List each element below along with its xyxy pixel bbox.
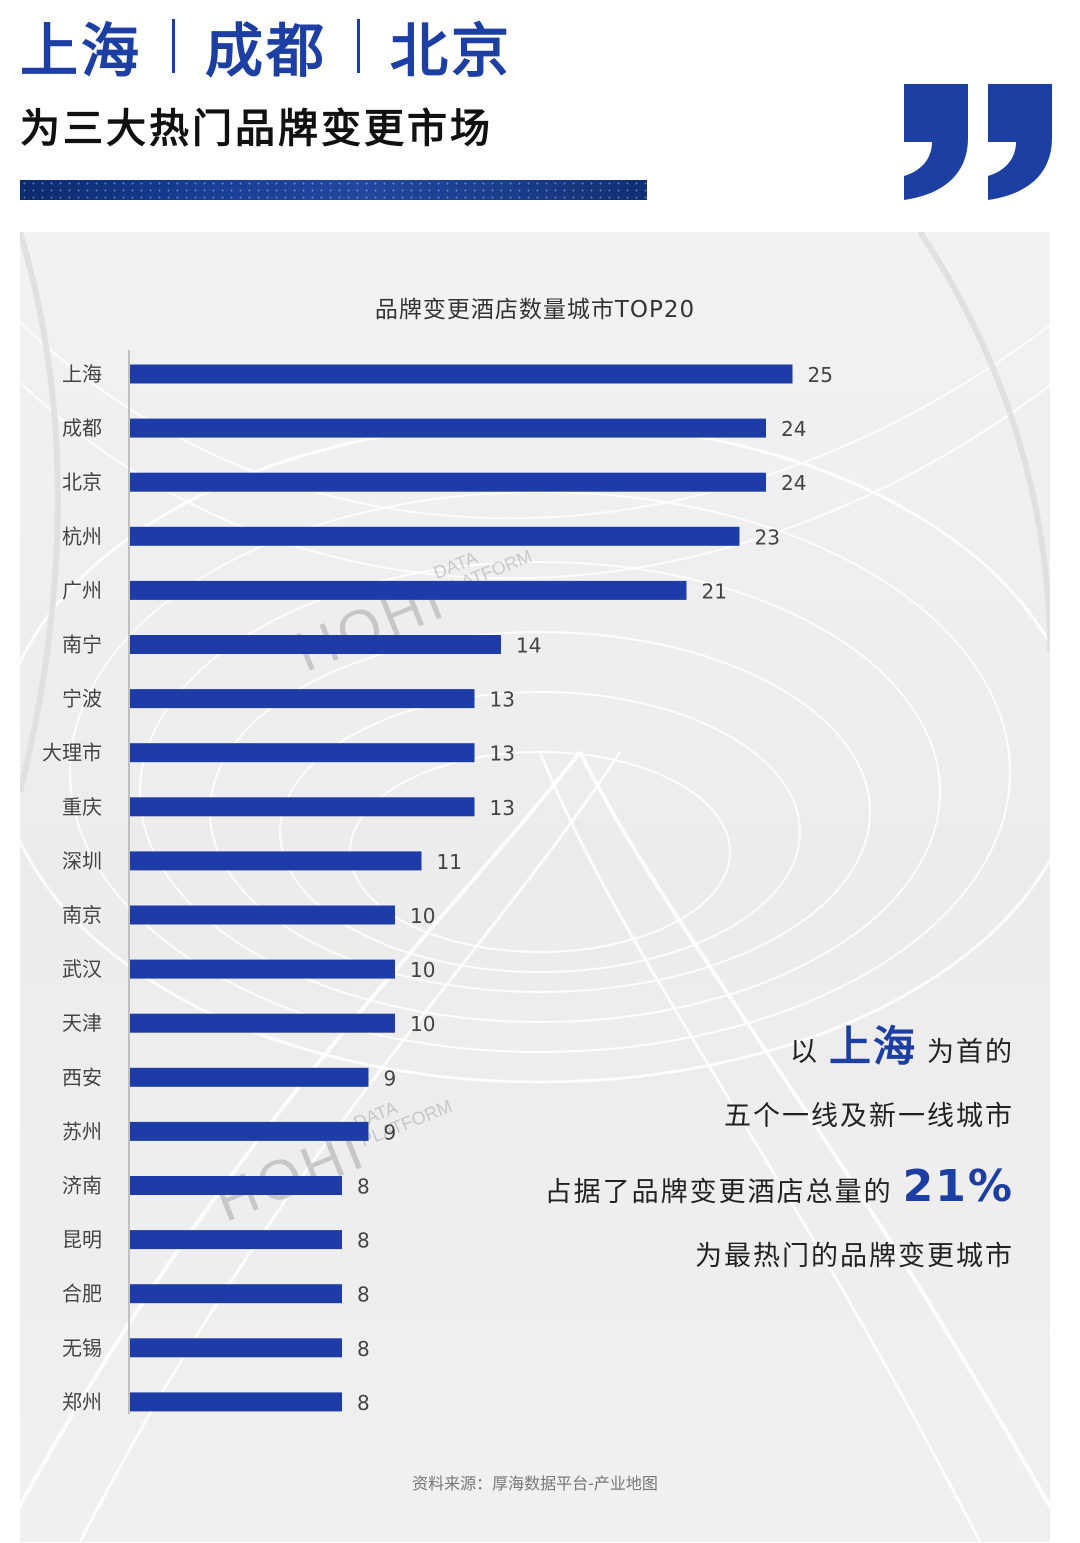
header-separator: [172, 19, 176, 73]
bar: [130, 1230, 342, 1250]
bar: [130, 580, 687, 600]
y-tick-label: 昆明: [62, 1228, 102, 1252]
bar: [130, 1121, 369, 1141]
header-decorative-strip: [20, 180, 647, 200]
y-tick-label: 苏州: [62, 1119, 102, 1143]
y-tick-label: 天津: [62, 1011, 102, 1035]
callout-l3-pre: 占据了品牌变更酒店总量的: [544, 1177, 893, 1208]
data-label: 8: [357, 1391, 370, 1415]
callout-line-3: 占据了品牌变更酒店总量的 21%: [545, 1152, 1014, 1222]
data-label: 10: [410, 958, 435, 982]
source-note: 资料来源：厚海数据平台-产业地图: [412, 1474, 658, 1493]
data-label: 10: [410, 904, 435, 928]
y-tick-label: 上海: [62, 362, 102, 386]
bar: [130, 797, 475, 817]
data-label: 8: [357, 1175, 370, 1199]
y-tick-label: 大理市: [42, 741, 102, 765]
callout-text: 以上海 为首的 五个一线及新一线城市 占据了品牌变更酒店总量的 21% 为最热门的品…: [545, 1012, 1014, 1292]
bar: [130, 364, 793, 384]
y-tick-label: 重庆: [62, 795, 102, 819]
data-label: 13: [490, 688, 515, 712]
callout-percentage: 21%: [902, 1161, 1014, 1212]
bar: [130, 851, 422, 871]
y-tick-label: 深圳: [62, 849, 102, 873]
bar: [130, 635, 501, 654]
data-label: 25: [808, 363, 833, 387]
data-label: 8: [357, 1283, 370, 1307]
y-tick-label: 无锡: [62, 1336, 102, 1360]
callout-highlight-city: 上海: [828, 1022, 917, 1071]
bar: [130, 689, 475, 709]
bar: [130, 959, 395, 979]
y-tick-label: 西安: [62, 1065, 102, 1089]
bar: [130, 526, 740, 546]
header-cities: 上海 成都 北京: [20, 8, 512, 85]
y-tick-label: 北京: [62, 470, 102, 494]
y-tick-label: 南京: [62, 903, 102, 927]
data-label: 24: [781, 417, 806, 441]
data-label: 13: [490, 796, 515, 820]
callout-line-4: 为最热门的品牌变更城市: [695, 1241, 1014, 1272]
quote-mark-icon: [904, 84, 1052, 200]
chart-title: 品牌变更酒店数量城市TOP20: [374, 297, 696, 323]
bar-chart: 上海 25 成都 24 北京 24 杭州 23 广州 21 南宁 14 宁波 13 大理市 13 重庆 13 深圳 1…: [42, 350, 833, 1415]
bar: [130, 1013, 395, 1033]
callout-line-2: 五个一线及新一线城市: [724, 1101, 1014, 1132]
header-city-shanghai: 上海: [20, 17, 143, 85]
data-label: 8: [357, 1337, 370, 1361]
data-label: 9: [384, 1120, 397, 1144]
y-tick-label: 广州: [62, 578, 102, 602]
quote-mark-right: [988, 84, 1052, 200]
y-tick-label: 武汉: [62, 957, 102, 981]
bar: [130, 743, 475, 763]
data-label: 14: [516, 634, 541, 658]
bar: [130, 1284, 342, 1304]
header-city-beijing: 北京: [390, 17, 513, 85]
bar: [130, 418, 766, 438]
data-label: 24: [781, 471, 806, 495]
y-tick-label: 济南: [62, 1174, 102, 1198]
bar: [130, 1176, 342, 1195]
y-tick-label: 宁波: [62, 687, 102, 711]
data-label: 13: [490, 742, 515, 766]
callout-line-1: 以上海 为首的: [545, 1012, 1014, 1082]
header-city-chengdu: 成都: [205, 17, 328, 85]
strip-texture: [20, 180, 647, 200]
y-tick-label: 杭州: [62, 524, 102, 548]
data-label: 9: [384, 1066, 397, 1090]
data-label: 23: [755, 525, 780, 549]
y-tick-label: 郑州: [62, 1390, 102, 1414]
data-label: 8: [357, 1229, 370, 1253]
callout-l1-pre: 以: [789, 1037, 819, 1068]
data-label: 21: [702, 579, 727, 603]
bar: [130, 1338, 342, 1358]
chart-panel: 品牌变更酒店数量城市TOP20 HOHI DATA PLATFORM HOHI D…: [20, 232, 1050, 1542]
bar: [130, 905, 395, 925]
data-label: 10: [410, 1012, 435, 1036]
callout-l1-post: 为首的: [927, 1037, 1014, 1068]
bar: [130, 472, 766, 492]
bar: [130, 1067, 369, 1087]
bar: [130, 1392, 342, 1412]
y-tick-label: 成都: [62, 416, 102, 440]
data-label: 11: [437, 850, 462, 874]
quote-mark-left: [904, 84, 968, 200]
header-subtitle: 为三大热门品牌变更市场: [20, 106, 493, 152]
panel-background-architecture: [20, 232, 1050, 1542]
y-tick-label: 合肥: [62, 1282, 102, 1306]
y-tick-label: 南宁: [62, 633, 102, 657]
header-separator: [357, 19, 361, 73]
